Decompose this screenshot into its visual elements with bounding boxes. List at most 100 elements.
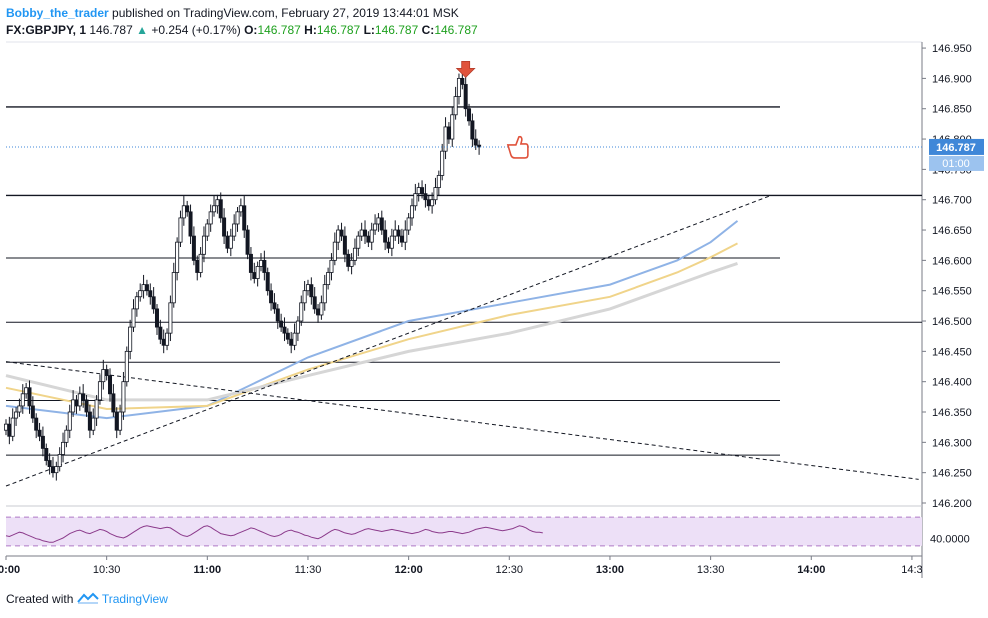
last-price-label: 146.787 [936,142,976,154]
candle [27,380,32,414]
candle-body [316,308,321,316]
candle [369,222,374,251]
candle-body [121,381,126,413]
candle [235,206,240,232]
candle [67,404,72,439]
candle [262,250,267,281]
low-label: L: [363,23,375,37]
candle-body [366,235,371,243]
candle-body [97,381,102,401]
candle [128,319,133,360]
rsi-line [5,525,543,543]
candle [413,183,418,211]
time-tick-label: 10:00 [0,564,20,576]
candle-body [14,411,19,419]
candle [212,196,217,217]
candle [154,304,159,335]
tradingview-brand[interactable]: TradingView [101,592,168,606]
candle [148,283,153,305]
candle-body [416,187,421,195]
candle-body [64,429,69,443]
candle-body [406,217,411,231]
candle-body [259,259,264,267]
change-up-icon: ▲ [136,23,148,37]
candle-body [81,393,86,401]
candle [218,192,223,223]
candle [440,143,445,181]
candle [477,140,482,155]
price-tick-label: 146.400 [932,377,972,389]
candle [188,204,193,244]
price-tick-label: 146.650 [932,225,972,237]
candle-body [44,448,49,461]
candle [34,413,39,439]
candle [245,225,250,260]
candle [40,426,45,457]
candle [430,192,435,214]
candle [292,323,297,351]
close-value: 146.787 [434,23,478,37]
published-info: published on TradingView.com, February 2… [112,6,459,20]
candle-body [443,126,448,152]
candle-body [467,108,472,122]
candle-body [339,229,344,237]
candle-body [27,387,32,407]
candle-body [151,296,156,310]
symbol-label[interactable]: FX:GBPJPY, 1 [6,23,87,37]
candle-body [87,411,92,431]
candle [121,371,126,420]
candle-body [94,399,99,419]
candle-body [201,235,206,255]
candle-body [242,205,247,231]
candle-body [409,205,414,219]
candle [151,287,156,314]
candle [329,253,334,281]
candle-body [134,296,139,310]
candle [463,74,468,117]
candle [168,295,173,342]
candle-body [91,417,96,431]
candle-body [272,302,277,310]
candle-body [238,205,243,213]
candle-body [198,253,203,273]
candle [332,232,337,266]
candle [104,364,109,381]
candle-body [450,114,455,140]
candle [10,408,15,442]
candle-body [302,290,307,304]
candle [259,253,264,272]
candle [379,210,384,235]
last-price-tag [929,138,984,155]
price-tick-label: 146.350 [932,407,972,419]
candle [403,220,408,251]
candle [228,228,233,257]
candle-body [373,223,378,231]
ma-line-slow [5,261,738,402]
candle-body [383,229,388,243]
candle-body [389,235,394,249]
candle [265,267,270,296]
candle [272,293,277,314]
candle [409,198,414,226]
candle-body [138,290,143,298]
time-tick-label: 13:30 [697,564,725,576]
candle [54,461,59,481]
candle-body [430,199,435,207]
candle [316,304,321,323]
author-name[interactable]: Bobby_the_trader [6,6,109,20]
price-tick-label: 146.550 [932,286,972,298]
candle-body [420,187,425,195]
candle-body [17,405,22,413]
candle [336,225,341,251]
time-tick-label: 14:3 [901,564,922,576]
candle [44,443,49,466]
candle [74,395,79,414]
candle [77,386,82,411]
candle [242,196,247,238]
candle-body [215,199,220,207]
candle [114,407,119,439]
candle [342,226,347,263]
candle [50,456,55,478]
candle-body [37,429,42,437]
